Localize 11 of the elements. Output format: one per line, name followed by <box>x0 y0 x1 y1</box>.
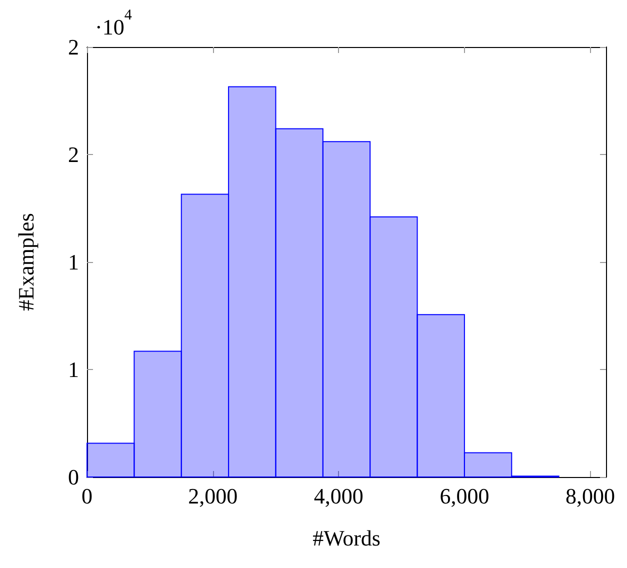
x-tick-label: 4,000 <box>314 484 364 508</box>
y-tick-label: 1 <box>68 357 79 382</box>
x-tick-label: 2,000 <box>188 484 238 508</box>
x-tick-label: 6,000 <box>440 484 490 508</box>
y-tick-label: 1 <box>68 250 79 274</box>
y-tick-label: 2 <box>68 34 79 60</box>
x-axis-title: #Words <box>312 526 380 550</box>
x-tick-label: 8,000 <box>566 484 616 508</box>
y-tick-label: 2 <box>68 142 79 167</box>
y-tick-label: 0 <box>68 464 79 490</box>
y-axis-title: #Examples <box>14 213 38 311</box>
